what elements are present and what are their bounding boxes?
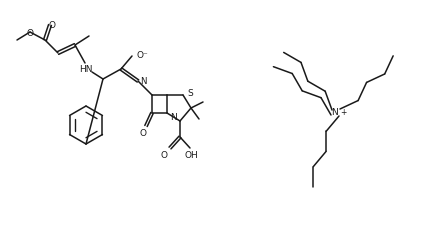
Text: O: O bbox=[139, 128, 146, 137]
Text: O⁻: O⁻ bbox=[136, 50, 148, 59]
Text: O: O bbox=[160, 150, 167, 159]
Text: O: O bbox=[49, 21, 56, 30]
Text: +: + bbox=[340, 108, 346, 117]
Text: N: N bbox=[170, 113, 177, 122]
Text: OH: OH bbox=[184, 150, 198, 159]
Text: O: O bbox=[27, 28, 33, 37]
Text: N: N bbox=[140, 77, 146, 86]
Text: N: N bbox=[332, 108, 338, 117]
Text: S: S bbox=[187, 88, 193, 97]
Text: HN: HN bbox=[79, 64, 93, 73]
